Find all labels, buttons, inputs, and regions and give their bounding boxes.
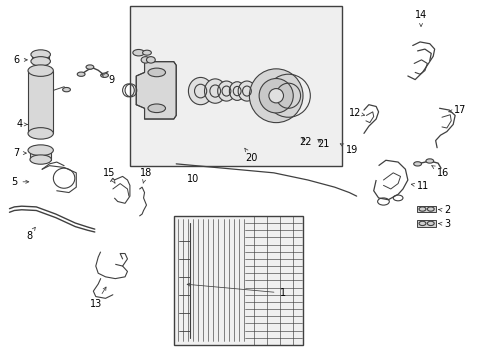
Ellipse shape [204,79,225,103]
Polygon shape [136,62,176,119]
Ellipse shape [77,72,85,76]
Text: 6: 6 [13,55,27,65]
Ellipse shape [249,69,303,123]
Bar [416,220,435,226]
Ellipse shape [28,145,53,156]
Text: 12: 12 [348,108,364,118]
Ellipse shape [425,159,433,163]
Text: 10: 10 [187,174,199,184]
Text: 1: 1 [187,283,285,298]
Ellipse shape [62,87,70,92]
Ellipse shape [31,50,50,59]
Text: 5: 5 [11,177,29,187]
Text: 18: 18 [140,168,152,183]
Text: 7: 7 [13,148,26,158]
Text: 19: 19 [340,144,357,154]
Text: 14: 14 [414,10,426,27]
Ellipse shape [148,68,165,77]
Ellipse shape [28,65,53,76]
Text: 4: 4 [16,120,28,129]
Ellipse shape [28,128,53,139]
Ellipse shape [101,73,108,77]
Bar [28,71,53,134]
Text: 9: 9 [101,74,115,85]
Ellipse shape [142,50,151,55]
Bar [416,206,435,212]
Ellipse shape [259,78,293,113]
Ellipse shape [141,57,150,63]
Text: 21: 21 [316,139,328,149]
Ellipse shape [229,82,244,100]
Text: 13: 13 [89,287,106,309]
Bar [32,54,49,62]
Text: 20: 20 [244,148,258,163]
Ellipse shape [217,81,235,101]
Bar [130,6,341,166]
Bar [173,216,303,345]
Text: 16: 16 [431,166,448,178]
Text: 11: 11 [410,181,428,192]
Ellipse shape [146,57,155,63]
Text: 15: 15 [102,168,115,183]
Ellipse shape [413,162,421,166]
Text: 2: 2 [438,206,449,216]
Ellipse shape [30,155,51,164]
Text: 17: 17 [448,105,466,115]
Text: 8: 8 [26,227,35,240]
Ellipse shape [268,89,283,103]
Ellipse shape [148,104,165,113]
Ellipse shape [188,77,212,105]
Ellipse shape [238,81,255,101]
Text: 3: 3 [438,219,449,229]
Text: 22: 22 [299,138,311,147]
Ellipse shape [31,57,50,66]
Ellipse shape [86,65,94,69]
Ellipse shape [133,49,144,56]
Bar [30,150,51,159]
